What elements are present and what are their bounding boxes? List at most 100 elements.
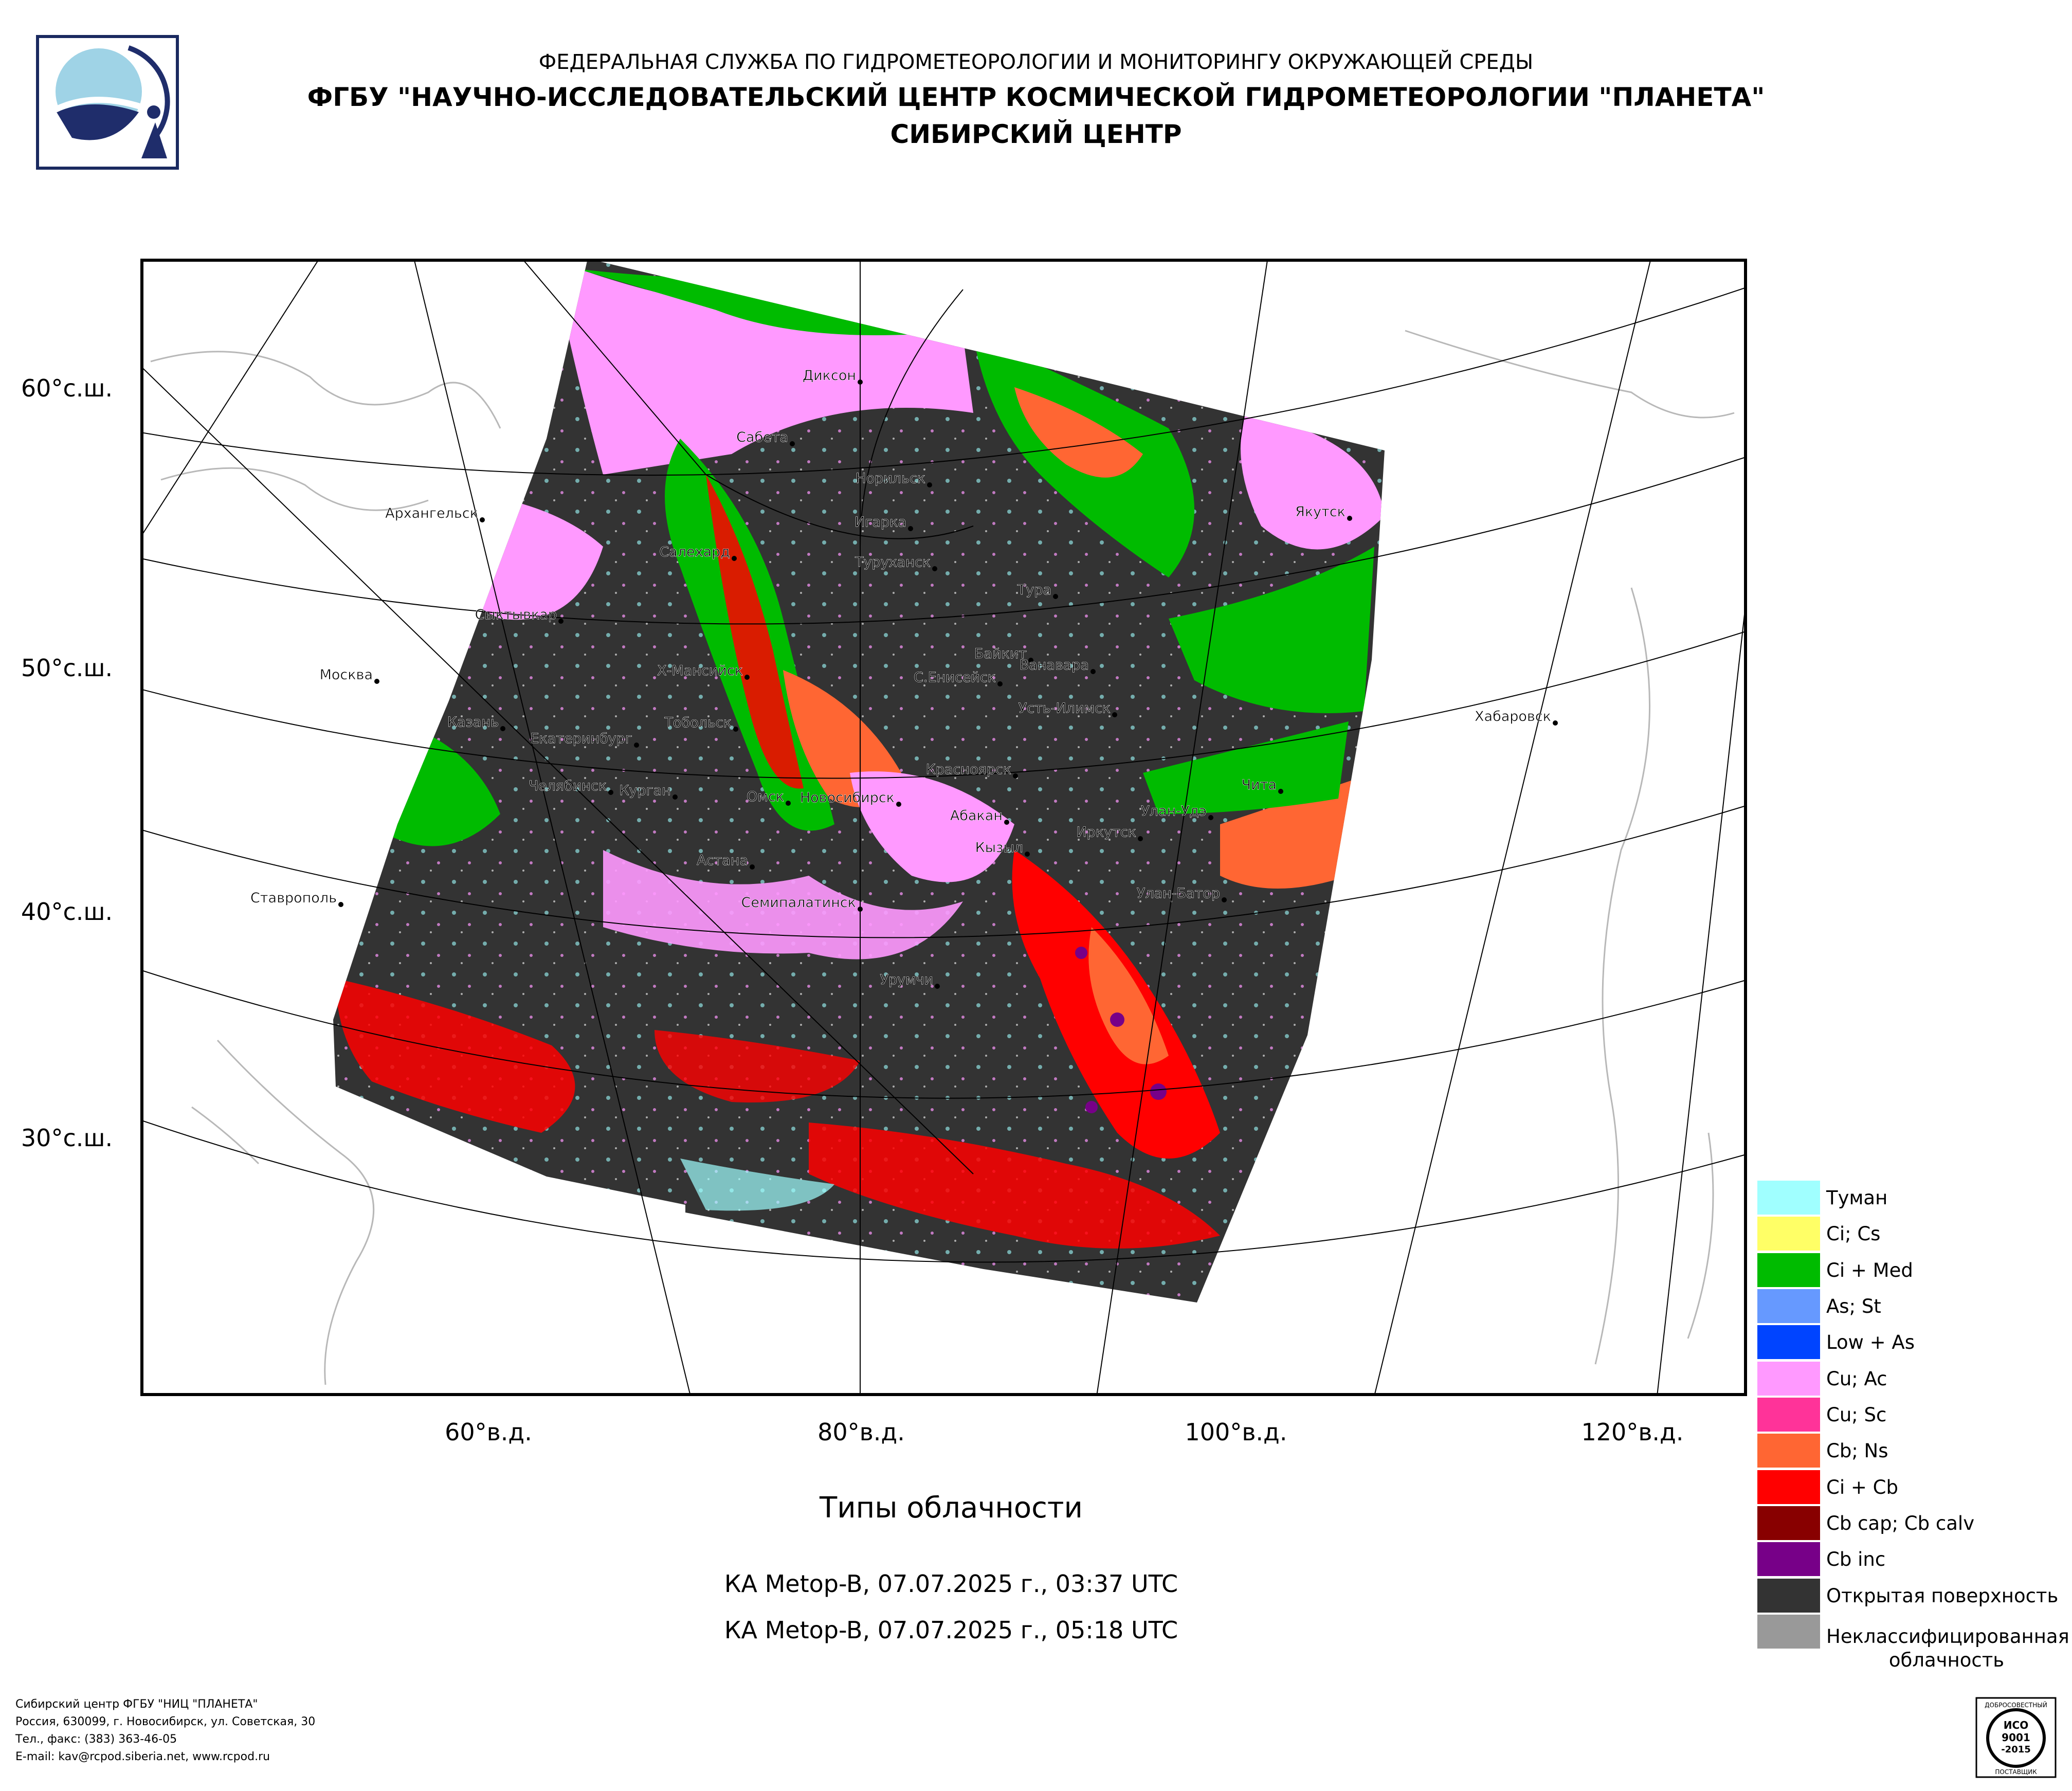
city-dot [1553,720,1558,726]
city-dot [858,907,863,912]
center-title: ФГБУ "НАУЧНО-ИССЛЕДОВАТЕЛЬСКИЙ ЦЕНТР КОС… [307,82,1765,112]
satellite-swath [333,259,1385,1302]
city-dot [1222,897,1227,902]
legend-label: Открытая поверхность [1826,1585,2059,1607]
city-dot [927,482,932,487]
city-dot [374,679,379,684]
satellite-pass-2: КА Metop-B, 07.07.2025 г., 05:18 UTC [724,1616,1178,1644]
city-dot [786,801,791,806]
city-dot [997,681,1003,686]
lon-label-80: 80°в.д. [817,1418,905,1446]
city-label: Игарка [855,514,906,530]
legend-label: Ci; Cs [1826,1223,1881,1245]
city-label: Улан-Удэ [1141,803,1207,819]
footer-address: Россия, 630099, г. Новосибирск, ул. Сове… [15,1715,316,1728]
lat-label-30: 30°с.ш. [21,1124,113,1152]
city-label: Якутск [1295,504,1346,520]
city-dot [608,790,613,795]
city-dot [558,619,564,624]
city-label: Москва [320,667,373,683]
legend-label: Cu; Sc [1826,1404,1887,1426]
legend-label: Туман [1826,1187,1888,1209]
city-dot [1025,852,1030,857]
city-label: Омск [747,789,784,805]
city-dot [1112,712,1117,717]
city-label: Улан-Батор [1137,885,1220,901]
city-dot [1138,836,1143,841]
city-label: Архангельск [385,505,478,521]
cloud-type-map: Диксон Сабета Норильск Архангельск Игарка Сал… [140,259,1747,1396]
legend-label: Ci + Med [1826,1259,1913,1281]
legend-label: Cb; Ns [1826,1440,1888,1462]
city-dot [932,566,937,571]
iso-badge: ДОБРОСОВЕСТНЫЙ ИСО 9001 -2015 ПОСТАВЩИК [1975,1697,2057,1778]
city-dot [733,727,738,732]
city-label: Астана [697,853,748,869]
badge-top: ДОБРОСОВЕСТНЫЙ [1985,1701,2047,1709]
city-label: С.Енисейск [914,670,996,685]
city-dot [500,726,505,731]
legend-item: Cb inc [1754,1541,2072,1577]
city-dot [790,441,795,446]
city-label: Норильск [856,471,925,486]
legend-label: Cb cap; Cb calv [1826,1512,1975,1534]
city-label: Челябинск [529,778,607,794]
legend-swatch [1756,1614,1821,1650]
lat-label-50: 50°с.ш. [21,654,113,682]
legend-swatch [1756,1216,1821,1252]
city-dot [634,743,639,748]
badge-iso-number: 9001 [2002,1731,2030,1744]
city-label: Х-Мансийск [657,663,743,679]
coastlines [150,330,1735,1385]
legend-swatch [1756,1505,1821,1541]
legend-item: As; St [1754,1288,2072,1324]
legend-label: As; St [1826,1295,1881,1317]
legend-item: Ci; Cs [1754,1216,2072,1252]
city-label: Тура [1017,582,1051,598]
legend-label: Cb inc [1826,1548,1886,1570]
legend-swatch [1756,1541,1821,1577]
city-label: Иркутск [1076,824,1136,840]
city-dot [744,675,750,680]
planeta-logo [36,35,179,170]
city-label: Туруханск [855,554,931,570]
city-label: Салехард [659,544,730,560]
city-label: Байкит [974,646,1027,662]
legend-swatch [1756,1180,1821,1216]
legend-item: Low + As [1754,1324,2072,1360]
city-label: Красноярск [926,762,1011,777]
city-dot [1013,773,1018,779]
city-dot [908,526,913,531]
legend-item: Ci + Cb [1754,1469,2072,1505]
city-label: Урумчи [880,972,933,988]
legend-swatch [1756,1578,1821,1614]
city-label: Ставрополь [250,890,337,906]
city-markers: Диксон Сабета Норильск Архангельск Игарка Сал… [250,368,1558,989]
map-title: Типы облачности [820,1491,1083,1525]
city-label: Хабаровск [1475,709,1551,725]
lon-label-100: 100°в.д. [1185,1418,1287,1446]
legend-label: Ci + Cb [1826,1476,1898,1498]
lon-label-120: 120°в.д. [1581,1418,1684,1446]
legend-swatch [1756,1324,1821,1360]
legend-label: Cu; Ac [1826,1368,1887,1390]
city-dot [858,379,863,385]
city-label: Екатеринбург [530,731,632,747]
legend-swatch [1756,1433,1821,1469]
legend-label: Low + As [1826,1331,1915,1353]
legend-item: Cb; Ns [1754,1433,2072,1469]
legend-item: Открытая поверхность [1754,1578,2072,1614]
city-label: Ванавара [1020,657,1089,673]
city-label: Тобольск [664,715,732,731]
footer-email: E-mail: kav@rcpod.siberia.net, www.rcpod… [15,1750,270,1763]
lat-label-60: 60°с.ш. [21,374,113,402]
city-dot [1208,815,1213,820]
graticule [140,259,1747,1396]
city-label: Новосибирск [800,790,895,806]
city-label: Усть-Илимск [1019,700,1111,716]
map-frame [140,259,1747,1396]
city-label: Сабета [736,429,788,445]
city-label: Абакан [950,808,1003,824]
legend-swatch [1756,1288,1821,1324]
city-label: Семипалатинск [741,895,856,911]
